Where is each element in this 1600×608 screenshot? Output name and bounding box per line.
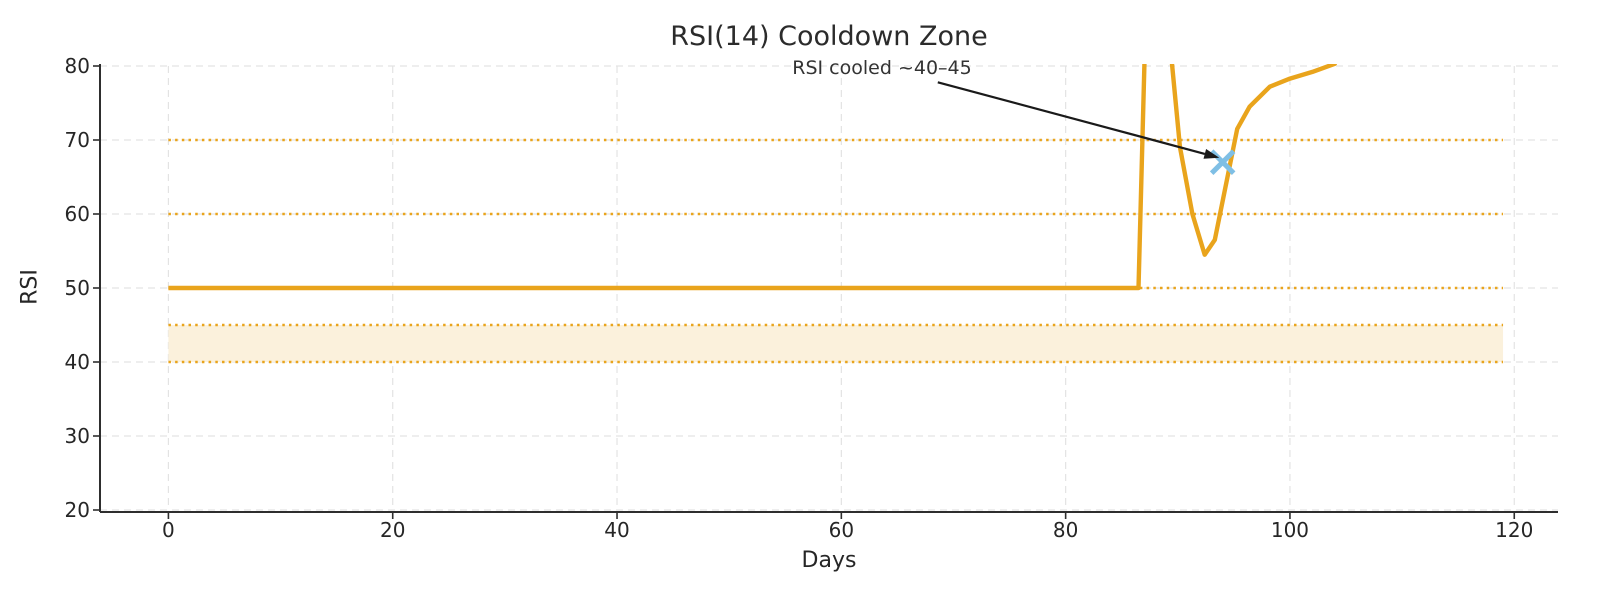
x-tick-label-20: 20 — [380, 518, 405, 542]
arrowhead-icon — [1203, 149, 1220, 159]
annotation-arrow — [937, 81, 1220, 159]
cooldown-band — [168, 325, 1504, 362]
y-axis-label: RSI — [17, 269, 43, 305]
y-tick-label-50: 50 — [65, 276, 90, 300]
y-tick-label-60: 60 — [65, 202, 90, 226]
x-axis-label: Days — [801, 548, 857, 573]
x-tick-label-40: 40 — [604, 518, 629, 542]
x-tick-label-120: 120 — [1495, 518, 1533, 542]
tick-labels: 0 20 40 60 80 100 120 20 30 40 50 60 70 80 — [65, 54, 1534, 542]
x-tick-label-0: 0 — [162, 518, 175, 542]
x-tick-label-80: 80 — [1053, 518, 1078, 542]
x-tick-label-60: 60 — [829, 518, 854, 542]
y-tick-label-20: 20 — [65, 498, 90, 522]
y-tick-label-70: 70 — [65, 128, 90, 152]
annotation-text: RSI cooled ~40–45 — [792, 57, 972, 79]
rsi-line — [168, 64, 1338, 291]
tick-marks — [93, 65, 1516, 519]
y-tick-label-40: 40 — [65, 350, 90, 374]
cooldown-marker-x — [1209, 149, 1236, 175]
x-tick-label-100: 100 — [1271, 518, 1309, 542]
y-tick-label-80: 80 — [65, 54, 90, 78]
y-tick-label-30: 30 — [65, 424, 90, 448]
chart-title: RSI(14) Cooldown Zone — [670, 21, 988, 52]
